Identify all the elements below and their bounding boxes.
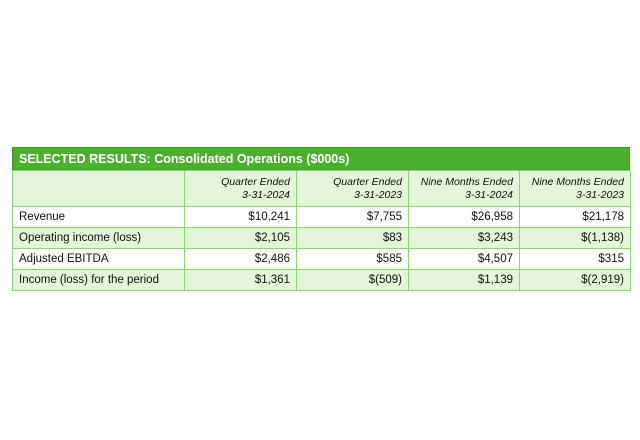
table-cell: $83 bbox=[296, 227, 409, 249]
column-header-line2: 3-31-2023 bbox=[354, 188, 402, 201]
table-cell: $585 bbox=[296, 248, 409, 270]
column-header-line2: 3-31-2024 bbox=[465, 188, 513, 201]
table-row: Adjusted EBITDA $2,486 $585 $4,507 $315 bbox=[12, 248, 631, 270]
column-header-line1: Nine Months Ended bbox=[531, 175, 624, 188]
table-cell: $315 bbox=[519, 248, 631, 270]
table-cell: $1,139 bbox=[408, 269, 520, 291]
table-cell: $(1,138) bbox=[519, 227, 631, 249]
header-row: Quarter Ended 3-31-2024 Quarter Ended 3-… bbox=[12, 170, 631, 207]
column-header: Quarter Ended 3-31-2024 bbox=[184, 170, 297, 207]
results-grid: Quarter Ended 3-31-2024 Quarter Ended 3-… bbox=[12, 170, 631, 291]
table-row: Revenue $10,241 $7,755 $26,958 $21,178 bbox=[12, 206, 631, 228]
table-cell: $26,958 bbox=[408, 206, 520, 228]
column-header: Nine Months Ended 3-31-2024 bbox=[408, 170, 520, 207]
column-header-line1: Quarter Ended bbox=[333, 175, 402, 188]
table-cell: $2,486 bbox=[184, 248, 297, 270]
column-header-line1: Quarter Ended bbox=[221, 175, 290, 188]
column-header-line2: 3-31-2024 bbox=[242, 188, 290, 201]
table-cell: $10,241 bbox=[184, 206, 297, 228]
row-label: Revenue bbox=[12, 206, 185, 228]
table-cell: $(2,919) bbox=[519, 269, 631, 291]
header-blank-cell bbox=[12, 170, 185, 207]
table-cell: $(509) bbox=[296, 269, 409, 291]
column-header-line1: Nine Months Ended bbox=[420, 175, 513, 188]
row-label: Adjusted EBITDA bbox=[12, 248, 185, 270]
table-title: SELECTED RESULTS: Consolidated Operation… bbox=[12, 147, 630, 170]
column-header: Nine Months Ended 3-31-2023 bbox=[519, 170, 631, 207]
results-table: SELECTED RESULTS: Consolidated Operation… bbox=[12, 147, 631, 291]
table-cell: $4,507 bbox=[408, 248, 520, 270]
column-header: Quarter Ended 3-31-2023 bbox=[296, 170, 409, 207]
row-label: Operating income (loss) bbox=[12, 227, 185, 249]
column-header-line2: 3-31-2023 bbox=[576, 188, 624, 201]
table-cell: $21,178 bbox=[519, 206, 631, 228]
table-cell: $1,361 bbox=[184, 269, 297, 291]
table-cell: $2,105 bbox=[184, 227, 297, 249]
row-label: Income (loss) for the period bbox=[12, 269, 185, 291]
table-cell: $3,243 bbox=[408, 227, 520, 249]
table-cell: $7,755 bbox=[296, 206, 409, 228]
table-row: Operating income (loss) $2,105 $83 $3,24… bbox=[12, 227, 631, 249]
table-row: Income (loss) for the period $1,361 $(50… bbox=[12, 269, 631, 291]
